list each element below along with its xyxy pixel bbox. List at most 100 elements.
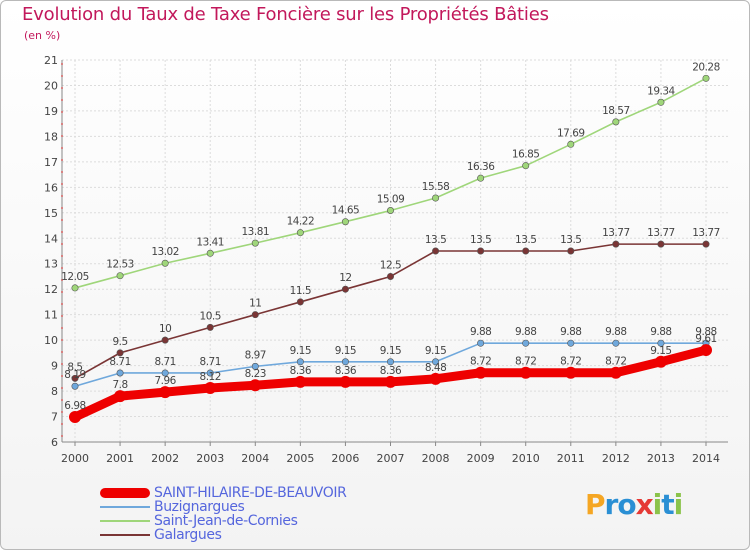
data-point bbox=[251, 239, 259, 247]
legend-swatch-saint-hilaire bbox=[100, 488, 150, 498]
y-tick-label: 6 bbox=[51, 436, 58, 449]
data-point bbox=[657, 98, 665, 106]
data-point bbox=[341, 285, 349, 293]
data-point bbox=[612, 118, 620, 126]
x-tick-label: 2000 bbox=[61, 452, 89, 465]
x-tick-label: 2002 bbox=[151, 452, 179, 465]
data-label: 10.5 bbox=[200, 310, 221, 322]
y-tick-label: 20 bbox=[44, 79, 58, 92]
x-tick-label: 2014 bbox=[692, 452, 720, 465]
data-label: 8.72 bbox=[605, 356, 626, 368]
legend-label: Saint-Jean-de-Cornies bbox=[154, 513, 298, 529]
data-point bbox=[522, 162, 530, 170]
data-label: 8.72 bbox=[560, 356, 581, 368]
data-point bbox=[386, 207, 394, 215]
data-label: 9.88 bbox=[515, 326, 536, 338]
data-point bbox=[477, 339, 485, 347]
data-point bbox=[116, 272, 124, 280]
data-label: 8.48 bbox=[425, 362, 446, 374]
data-point bbox=[159, 386, 172, 399]
y-tick-label: 8 bbox=[51, 385, 58, 398]
data-point bbox=[206, 249, 214, 257]
data-point bbox=[206, 323, 214, 331]
data-label: 18.57 bbox=[602, 105, 630, 117]
data-label: 6.98 bbox=[64, 400, 85, 412]
legend-label: SAINT-HILAIRE-DE-BEAUVOIR bbox=[154, 485, 347, 501]
data-label: 8.5 bbox=[67, 361, 82, 373]
data-label: 8.71 bbox=[109, 356, 130, 368]
data-label: 8.12 bbox=[200, 371, 221, 383]
legend-swatch-saint-jean bbox=[100, 520, 150, 522]
y-tick-label: 12 bbox=[44, 283, 58, 296]
x-tick-label: 2007 bbox=[377, 452, 405, 465]
legend-label: Galargues bbox=[154, 527, 222, 543]
data-point bbox=[657, 240, 665, 248]
data-point bbox=[432, 358, 440, 366]
data-label: 13.41 bbox=[196, 236, 224, 248]
data-point bbox=[206, 369, 214, 377]
chart-title: Evolution du Taux de Taxe Foncière sur l… bbox=[22, 4, 549, 25]
data-label: 19.34 bbox=[647, 85, 675, 97]
data-label: 17.69 bbox=[557, 127, 585, 139]
y-tick-label: 19 bbox=[44, 105, 58, 118]
data-label: 8.19 bbox=[64, 369, 85, 381]
data-label: 8.36 bbox=[290, 365, 312, 377]
data-point bbox=[296, 358, 304, 366]
data-label: 13.77 bbox=[692, 227, 720, 239]
data-point bbox=[477, 247, 485, 255]
data-label: 15.09 bbox=[377, 194, 405, 206]
data-point bbox=[251, 311, 259, 319]
data-point bbox=[71, 382, 79, 390]
data-point bbox=[429, 372, 442, 385]
data-point bbox=[116, 349, 124, 357]
data-label: 16.85 bbox=[512, 149, 540, 161]
data-point bbox=[477, 174, 485, 182]
legend-swatch-buzignargues bbox=[100, 506, 150, 508]
data-label: 9.5 bbox=[112, 336, 127, 348]
data-label: 8.71 bbox=[200, 356, 221, 368]
data-label: 8.97 bbox=[245, 349, 266, 361]
data-label: 9.88 bbox=[470, 326, 491, 338]
data-label: 10 bbox=[159, 323, 171, 335]
data-label: 13.5 bbox=[560, 234, 581, 246]
data-label: 12.53 bbox=[106, 259, 134, 271]
data-point bbox=[161, 259, 169, 267]
data-label: 12.05 bbox=[61, 271, 89, 283]
data-point bbox=[432, 194, 440, 202]
data-label: 8.23 bbox=[245, 368, 266, 380]
data-point bbox=[294, 375, 307, 388]
logo-letter: o bbox=[617, 488, 636, 521]
chart-subtitle: (en %) bbox=[24, 29, 61, 42]
logo-letter: t bbox=[661, 488, 674, 521]
data-point bbox=[114, 390, 127, 403]
data-point bbox=[609, 366, 622, 379]
data-point bbox=[161, 336, 169, 344]
x-tick-label: 2006 bbox=[331, 452, 359, 465]
data-label: 8.72 bbox=[470, 356, 491, 368]
data-point bbox=[251, 362, 259, 370]
data-point bbox=[341, 358, 349, 366]
data-label: 7.96 bbox=[154, 375, 176, 387]
x-tick-label: 2010 bbox=[512, 452, 540, 465]
data-point bbox=[386, 358, 394, 366]
data-point bbox=[700, 344, 712, 357]
data-point bbox=[296, 229, 304, 237]
data-point bbox=[519, 366, 532, 379]
data-label: 9.15 bbox=[290, 345, 311, 357]
x-tick-label: 2012 bbox=[602, 452, 630, 465]
y-tick-label: 9 bbox=[51, 360, 58, 373]
data-label: 9.15 bbox=[425, 345, 446, 357]
data-label: 7.8 bbox=[112, 379, 127, 391]
data-label: 8.36 bbox=[335, 365, 357, 377]
data-point bbox=[612, 240, 620, 248]
y-tick-label: 14 bbox=[44, 232, 58, 245]
data-label: 13.5 bbox=[515, 234, 536, 246]
data-label: 13.77 bbox=[602, 227, 630, 239]
data-point bbox=[71, 374, 79, 382]
data-point bbox=[612, 339, 620, 347]
y-tick-label: 17 bbox=[44, 156, 58, 169]
data-label: 14.22 bbox=[287, 216, 315, 228]
data-label: 9.15 bbox=[335, 345, 356, 357]
data-point bbox=[702, 240, 710, 248]
